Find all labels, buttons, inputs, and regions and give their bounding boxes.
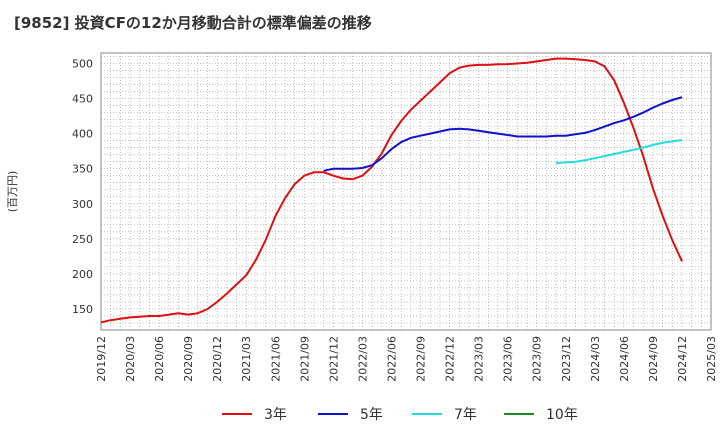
x-tick-label: 2022/09 [415, 336, 428, 382]
x-tick-label: 2023/09 [531, 336, 544, 382]
x-tick-label: 2021/03 [240, 336, 253, 382]
x-tick-label: 2024/06 [618, 336, 631, 382]
legend: 3年 5年 7年 10年 [222, 407, 578, 423]
x-tick-label: 2022/03 [356, 336, 369, 382]
y-axis: 150 200 250 300 350 400 450 500 [72, 58, 93, 316]
x-tick-label: 2022/12 [444, 336, 457, 382]
x-tick-label: 2020/06 [153, 336, 166, 382]
legend-label: 10年 [546, 407, 578, 423]
x-axis: 2019/12 2020/03 2020/06 2020/09 2020/12 2021/… [95, 336, 718, 382]
legend-label: 5年 [360, 407, 383, 423]
x-tick-label: 2020/03 [124, 336, 137, 382]
x-tick-label: 2024/03 [589, 336, 602, 382]
y-tick-label: 500 [72, 58, 93, 71]
series-line-3年 [100, 57, 683, 324]
legend-label: 3年 [264, 407, 287, 423]
y-tick-label: 450 [72, 93, 93, 106]
y-tick-label: 250 [72, 233, 93, 246]
legend-item: 5年 [318, 407, 383, 423]
y-tick-label: 350 [72, 163, 93, 176]
x-tick-label: 2021/06 [269, 336, 282, 382]
x-tick-label: 2021/09 [298, 336, 311, 382]
series-lines [100, 57, 683, 324]
series-line-5年 [323, 96, 683, 172]
x-tick-label: 2019/12 [95, 336, 108, 382]
x-tick-label: 2024/09 [647, 336, 660, 382]
x-tick-label: 2020/12 [211, 336, 224, 382]
series-line-7年 [556, 139, 683, 165]
y-tick-label: 400 [72, 128, 93, 141]
legend-label: 7年 [454, 407, 477, 423]
x-tick-label: 2021/12 [327, 336, 340, 382]
x-tick-label: 2023/06 [502, 336, 515, 382]
x-tick-label: 2023/12 [560, 336, 573, 382]
chart-title: [9852] 投資CFの12か月移動合計の標準偏差の推移 [14, 14, 372, 32]
x-tick-label: 2022/06 [385, 336, 398, 382]
y-tick-label: 150 [72, 303, 93, 316]
x-tick-label: 2024/12 [676, 336, 689, 382]
legend-item: 10年 [504, 407, 578, 423]
x-tick-label: 2020/09 [182, 336, 195, 382]
legend-item: 3年 [222, 407, 287, 423]
legend-item: 7年 [412, 407, 477, 423]
x-tick-label: 2023/03 [473, 336, 486, 382]
y-tick-label: 300 [72, 198, 93, 211]
x-tick-label: 2025/03 [705, 336, 718, 382]
y-tick-label: 200 [72, 268, 93, 281]
plot-frame [100, 52, 712, 331]
y-axis-label: (百万円) [6, 171, 19, 213]
